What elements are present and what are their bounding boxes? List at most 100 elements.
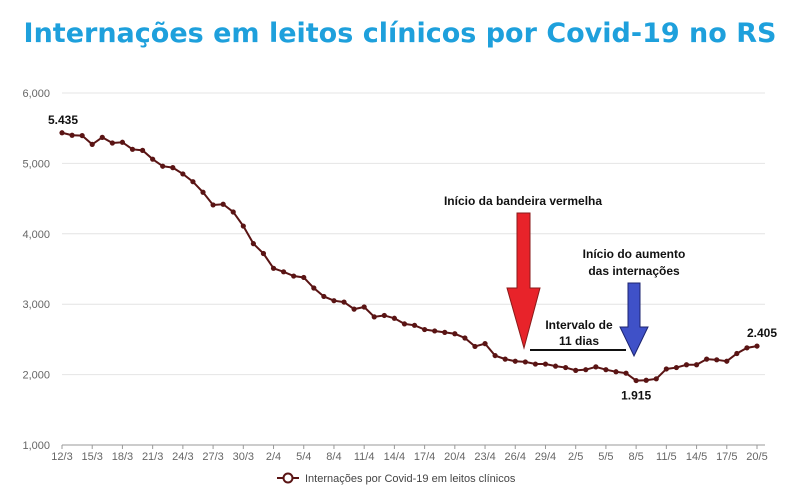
data-point[interactable]: [331, 298, 337, 304]
y-tick-label: 3,000: [22, 299, 50, 311]
x-tick-label: 14/5: [686, 451, 707, 463]
data-point[interactable]: [683, 362, 690, 368]
data-point[interactable]: [744, 345, 750, 351]
x-tick-label: 2/4: [266, 451, 281, 463]
x-tick-label: 2/5: [568, 451, 583, 463]
data-point[interactable]: [512, 358, 518, 364]
data-point[interactable]: [663, 366, 669, 372]
x-tick-label: 24/3: [172, 451, 193, 463]
data-point[interactable]: [411, 322, 418, 328]
data-point[interactable]: [502, 356, 508, 362]
data-point[interactable]: [704, 356, 710, 362]
data-point[interactable]: [321, 293, 327, 300]
data-point[interactable]: [240, 223, 246, 229]
y-axis: 1,000 2,000 3,000 4,000 5,000 6,000: [22, 88, 50, 452]
point-labels: 5.435 1.915 2.405: [48, 113, 777, 403]
red-arrow-icon: [506, 212, 541, 350]
data-point[interactable]: [170, 165, 176, 171]
series-layer: [59, 130, 760, 384]
data-point[interactable]: [673, 364, 680, 371]
data-point[interactable]: [482, 341, 488, 347]
data-point[interactable]: [472, 343, 478, 350]
legend[interactable]: Internações por Covid-19 em leitos clíni…: [277, 472, 516, 485]
data-point[interactable]: [623, 370, 629, 376]
data-point[interactable]: [341, 299, 347, 305]
data-point[interactable]: [552, 363, 559, 369]
data-point[interactable]: [109, 140, 115, 146]
data-point[interactable]: [532, 361, 539, 367]
data-point[interactable]: [432, 328, 438, 334]
data-point[interactable]: [79, 132, 85, 139]
data-point[interactable]: [311, 285, 317, 291]
series-line: [61, 131, 758, 382]
x-tick-label: 11/4: [354, 451, 375, 463]
data-point[interactable]: [603, 367, 609, 373]
x-tick-label: 12/3: [51, 451, 72, 463]
grid-lines: [62, 92, 765, 446]
data-point[interactable]: [59, 130, 65, 136]
data-point[interactable]: [643, 377, 649, 383]
data-point[interactable]: [724, 358, 730, 364]
data-point[interactable]: [583, 367, 589, 373]
x-tick-label: 26/4: [505, 451, 526, 463]
data-point[interactable]: [270, 265, 277, 271]
annotations: Intervalo de 11 dias Início da bandeira ve…: [444, 194, 685, 358]
x-tick-label: 23/4: [474, 451, 495, 463]
data-point[interactable]: [69, 132, 75, 138]
data-point[interactable]: [693, 362, 700, 368]
y-tick-label: 6,000: [22, 88, 50, 100]
data-point[interactable]: [754, 343, 760, 349]
data-point[interactable]: [462, 335, 468, 341]
data-point[interactable]: [442, 329, 448, 335]
data-point[interactable]: [734, 350, 740, 357]
data-label-first: 5.435: [48, 113, 78, 127]
interval-label-line2: 11 dias: [559, 334, 599, 348]
data-point[interactable]: [422, 326, 428, 333]
x-tick-label: 11/5: [656, 451, 677, 463]
data-point[interactable]: [230, 209, 236, 215]
data-point[interactable]: [351, 306, 357, 312]
data-point[interactable]: [160, 163, 166, 169]
data-point[interactable]: [180, 171, 186, 177]
data-point[interactable]: [563, 364, 569, 371]
data-point[interactable]: [542, 361, 549, 367]
data-point[interactable]: [139, 147, 146, 153]
legend-label: Internações por Covid-19 em leitos clíni…: [305, 473, 516, 485]
data-point[interactable]: [220, 201, 226, 207]
data-point[interactable]: [291, 273, 297, 279]
data-point[interactable]: [190, 179, 196, 185]
data-point[interactable]: [301, 274, 307, 281]
data-point[interactable]: [129, 146, 136, 152]
x-tick-label: 20/4: [444, 451, 465, 463]
data-point[interactable]: [653, 376, 659, 382]
data-point[interactable]: [150, 156, 156, 162]
data-point[interactable]: [613, 369, 619, 375]
data-point[interactable]: [200, 189, 206, 195]
y-tick-label: 4,000: [22, 229, 50, 241]
chart-title: Internações em leitos clínicos por Covid…: [23, 18, 777, 49]
data-point[interactable]: [250, 241, 256, 247]
data-point[interactable]: [381, 312, 387, 319]
data-point[interactable]: [119, 139, 126, 145]
data-point[interactable]: [89, 141, 95, 147]
data-point[interactable]: [492, 352, 498, 359]
data-point[interactable]: [210, 202, 216, 208]
data-point[interactable]: [573, 367, 579, 373]
data-point[interactable]: [714, 357, 720, 363]
data-point[interactable]: [280, 269, 287, 275]
data-point[interactable]: [99, 134, 105, 140]
x-tick-label: 5/4: [296, 451, 311, 463]
data-label-min: 1.915: [621, 389, 651, 403]
data-point[interactable]: [401, 321, 408, 327]
data-point[interactable]: [361, 304, 367, 310]
data-point[interactable]: [522, 359, 528, 365]
data-point[interactable]: [633, 377, 639, 384]
data-point[interactable]: [260, 250, 267, 257]
x-tick-label: 20/5: [746, 451, 767, 463]
data-point[interactable]: [391, 315, 397, 321]
data-point[interactable]: [371, 314, 377, 320]
data-point[interactable]: [593, 364, 599, 370]
x-tick-label: 18/3: [112, 451, 133, 463]
x-tick-label: 27/3: [202, 451, 223, 463]
data-point[interactable]: [452, 331, 458, 337]
